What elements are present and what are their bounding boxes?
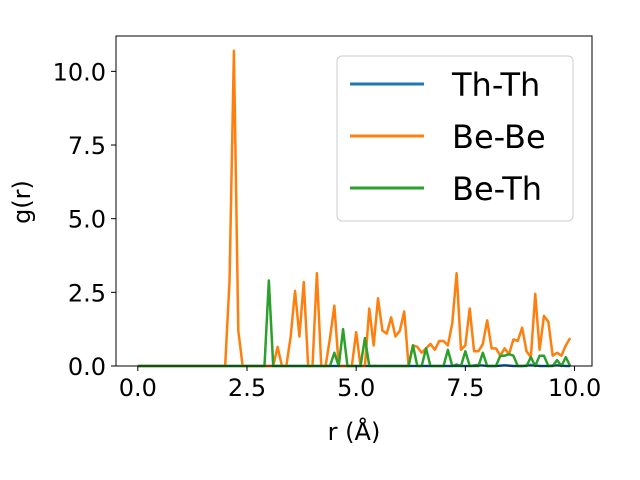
- legend: Th-Th Be-Be Be-Th: [336, 55, 574, 222]
- y-tick-label: 2.5: [68, 279, 106, 307]
- x-tick-label: 10.0: [548, 374, 601, 402]
- x-tick-label: 2.5: [228, 374, 266, 402]
- x-tick-label: 5.0: [337, 374, 375, 402]
- legend-label-th-th: Th-Th: [451, 66, 540, 104]
- y-tick-label: 5.0: [68, 206, 106, 234]
- y-tick-label: 10.0: [53, 58, 106, 86]
- series-line-be-be: [137, 49, 572, 368]
- x-axis-label: r (Å): [328, 417, 381, 446]
- x-tick-label: 0.0: [119, 374, 157, 402]
- legend-label-be-be: Be-Be: [452, 118, 546, 156]
- plot-frame: [115, 35, 593, 367]
- axis-ticks: 0.0 2.5 5.0 7.5 10.0 0.0 2.5 5.0 7.5 10.0: [53, 58, 602, 402]
- x-tick-label: 7.5: [446, 374, 484, 402]
- legend-label-be-th: Be-Th: [452, 170, 542, 208]
- legend-box: [336, 55, 574, 222]
- y-tick-label: 7.5: [68, 132, 106, 160]
- y-tick-label: 0.0: [68, 353, 106, 381]
- y-axis-label: g(r): [8, 180, 36, 224]
- series-line-be-th: [137, 279, 572, 368]
